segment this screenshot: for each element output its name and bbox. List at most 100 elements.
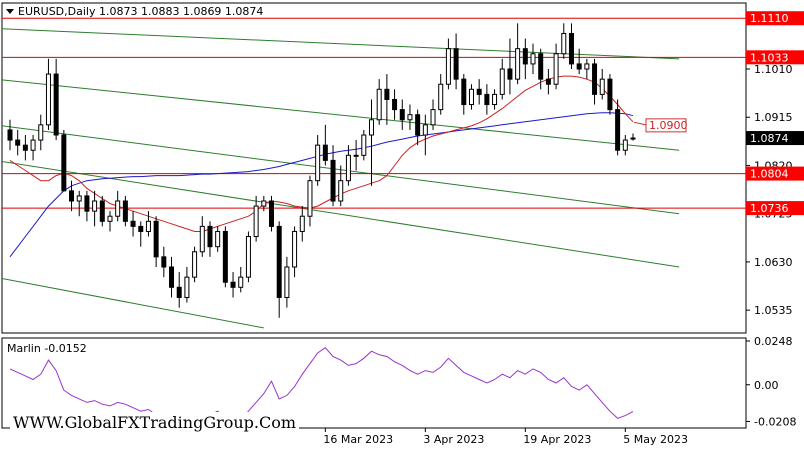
candle-body	[45, 73, 51, 126]
candle	[568, 23, 574, 69]
candle-body	[630, 137, 636, 140]
candle	[69, 180, 75, 212]
candle-body	[553, 53, 559, 85]
annotation-pointer	[633, 121, 647, 126]
price-tick-label: 1.0630	[754, 256, 793, 269]
candle-body	[130, 220, 136, 227]
candle-body	[253, 205, 259, 238]
date-label: 3 Apr 2023	[423, 433, 484, 446]
candle-body	[438, 83, 444, 111]
candle	[499, 58, 505, 100]
candle	[507, 38, 513, 95]
candle-body	[399, 109, 405, 121]
candle	[399, 99, 405, 130]
candle	[599, 69, 605, 100]
candle	[522, 38, 528, 80]
candle-body	[245, 236, 251, 278]
candle-body	[615, 109, 621, 151]
candle	[276, 221, 282, 318]
candle-body	[299, 215, 305, 232]
price-mark-box	[746, 201, 804, 216]
candle-body	[476, 88, 482, 95]
price-mark-box	[746, 166, 804, 181]
candle-body	[169, 266, 175, 288]
candle-body	[99, 200, 105, 222]
candle	[545, 69, 551, 95]
candle	[384, 74, 390, 125]
candle-body	[322, 144, 328, 161]
candle-body	[576, 63, 582, 70]
annotation-box	[645, 118, 687, 133]
candle-body	[384, 88, 390, 100]
candle-body	[515, 48, 521, 80]
candle	[530, 43, 536, 75]
candle-body	[468, 88, 474, 106]
candle	[230, 272, 236, 298]
candle-body	[484, 93, 490, 106]
candle	[368, 99, 374, 186]
candle-body	[307, 180, 313, 217]
candle-body	[376, 88, 382, 121]
candle-body	[145, 220, 151, 232]
candle	[176, 272, 182, 308]
candle	[376, 79, 382, 125]
candle	[215, 226, 221, 252]
candle	[15, 129, 21, 156]
candle-body	[22, 144, 28, 151]
candle	[261, 195, 267, 212]
candle	[553, 43, 559, 90]
fast-ma-line	[9, 75, 634, 232]
candle	[515, 23, 521, 85]
candle-body	[568, 32, 574, 65]
candle	[538, 48, 544, 90]
candle-body	[445, 48, 451, 85]
candle	[122, 195, 128, 227]
price-mark-box	[746, 50, 804, 65]
candle	[53, 58, 59, 141]
candle-body	[499, 68, 505, 95]
candle	[269, 195, 275, 232]
candle	[145, 211, 151, 237]
date-label: 5 May 2023	[623, 433, 688, 446]
candle	[392, 89, 398, 120]
candle	[284, 256, 290, 308]
oscillator-label: Marlin -0.0152	[7, 342, 87, 355]
candle	[38, 114, 44, 151]
candle-body	[176, 286, 182, 298]
price-mark-label: 1.0804	[750, 168, 789, 181]
candle	[622, 135, 628, 156]
candle-body	[353, 154, 359, 157]
candle-body	[492, 93, 498, 106]
candle-body	[453, 48, 459, 80]
candle	[153, 216, 159, 267]
watermark-logo: WWW.GlobalFXTradingGroup.Com	[10, 412, 300, 433]
candle-body	[7, 129, 13, 141]
candle	[238, 267, 244, 293]
candle-body	[607, 78, 613, 111]
chart-symbol: EURUSD,Daily 1.0873 1.0883 1.0869 1.0874	[18, 5, 263, 18]
candle-body	[138, 225, 144, 232]
price-mark-label: 1.1033	[750, 51, 789, 64]
candle-body	[192, 251, 198, 278]
candle	[130, 211, 136, 237]
candle-body	[330, 159, 336, 202]
candle	[476, 79, 482, 105]
candle	[445, 38, 451, 90]
candle-body	[345, 154, 351, 182]
date-label: 19 Apr 2023	[523, 433, 591, 446]
candle	[484, 84, 490, 115]
candle	[576, 48, 582, 75]
candle	[361, 129, 367, 161]
price-tick-label: 1.0535	[754, 304, 793, 317]
candle-body	[422, 124, 428, 136]
candle-body	[461, 78, 467, 106]
candle-body	[522, 48, 528, 65]
price-mark-box	[746, 131, 804, 146]
candle-body	[361, 134, 367, 156]
slow-ma-line	[9, 112, 634, 258]
candle-body	[153, 220, 159, 258]
price-tick-label: 1.1010	[754, 63, 793, 76]
candle	[192, 246, 198, 283]
candle-body	[269, 200, 275, 227]
